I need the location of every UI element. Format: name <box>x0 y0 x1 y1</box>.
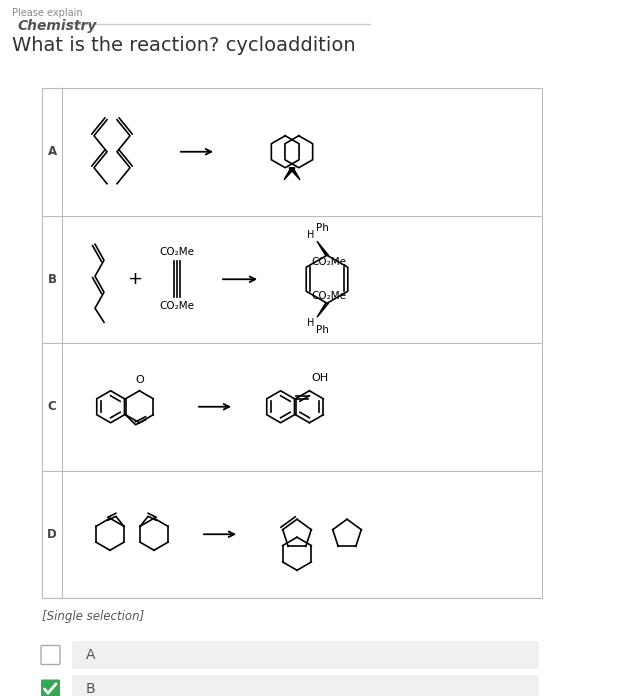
Text: What is the reaction? cycloaddition: What is the reaction? cycloaddition <box>12 36 356 55</box>
Bar <box>42 88 542 598</box>
Text: Ph: Ph <box>315 223 329 233</box>
Text: A: A <box>47 145 56 158</box>
Text: Ph: Ph <box>315 325 329 335</box>
Text: O: O <box>135 374 143 385</box>
Text: CO₂Me: CO₂Me <box>311 291 346 301</box>
Text: A: A <box>86 648 95 662</box>
Text: Please explain: Please explain <box>12 8 83 18</box>
Text: [Single selection]: [Single selection] <box>42 610 144 623</box>
Polygon shape <box>317 242 329 255</box>
Text: C: C <box>47 400 56 413</box>
Text: CO₂Me: CO₂Me <box>159 247 195 258</box>
Text: CO₂Me: CO₂Me <box>311 258 346 267</box>
Polygon shape <box>317 303 329 317</box>
FancyBboxPatch shape <box>41 679 60 696</box>
Text: H: H <box>307 318 314 329</box>
Text: OH: OH <box>312 373 329 383</box>
Polygon shape <box>284 168 295 180</box>
FancyBboxPatch shape <box>41 645 60 665</box>
Text: B: B <box>86 682 95 696</box>
Text: B: B <box>47 273 56 286</box>
FancyBboxPatch shape <box>72 641 539 669</box>
Polygon shape <box>289 168 300 180</box>
Text: CO₂Me: CO₂Me <box>159 301 195 311</box>
Text: Chemistry: Chemistry <box>18 19 97 33</box>
Text: D: D <box>47 528 57 541</box>
Text: +: + <box>128 270 142 288</box>
FancyBboxPatch shape <box>72 675 539 696</box>
Text: H: H <box>307 230 314 240</box>
